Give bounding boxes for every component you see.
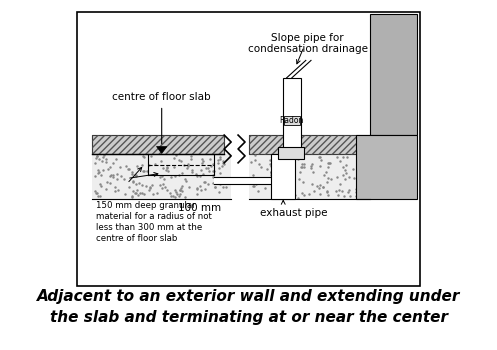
Bar bbox=[214, 177, 271, 184]
Text: centre of floor slab: centre of floor slab bbox=[112, 92, 211, 102]
Bar bbox=[370, 14, 417, 135]
Polygon shape bbox=[157, 147, 167, 153]
Bar bbox=[248, 154, 370, 199]
Bar bbox=[92, 135, 224, 154]
Text: Adjacent to an exterior wall and extending under: Adjacent to an exterior wall and extendi… bbox=[37, 289, 460, 304]
Text: 100 mm: 100 mm bbox=[178, 203, 222, 213]
Bar bbox=[271, 154, 295, 199]
Text: Radon: Radon bbox=[280, 116, 304, 125]
Bar bbox=[356, 135, 417, 199]
Bar bbox=[248, 135, 370, 154]
Text: Slope pipe for
condensation drainage: Slope pipe for condensation drainage bbox=[248, 33, 367, 54]
Text: 150 mm deep granular
material for a radius of not
less than 300 mm at the
centre: 150 mm deep granular material for a radi… bbox=[96, 201, 212, 243]
Bar bbox=[278, 147, 304, 159]
Bar bbox=[283, 78, 301, 154]
Text: the slab and terminating at or near the center: the slab and terminating at or near the … bbox=[50, 310, 447, 325]
Bar bbox=[92, 135, 224, 154]
Text: exhaust pipe: exhaust pipe bbox=[260, 208, 328, 218]
FancyBboxPatch shape bbox=[284, 116, 300, 125]
Bar bbox=[92, 154, 231, 199]
FancyBboxPatch shape bbox=[77, 12, 420, 286]
Bar bbox=[248, 135, 370, 154]
